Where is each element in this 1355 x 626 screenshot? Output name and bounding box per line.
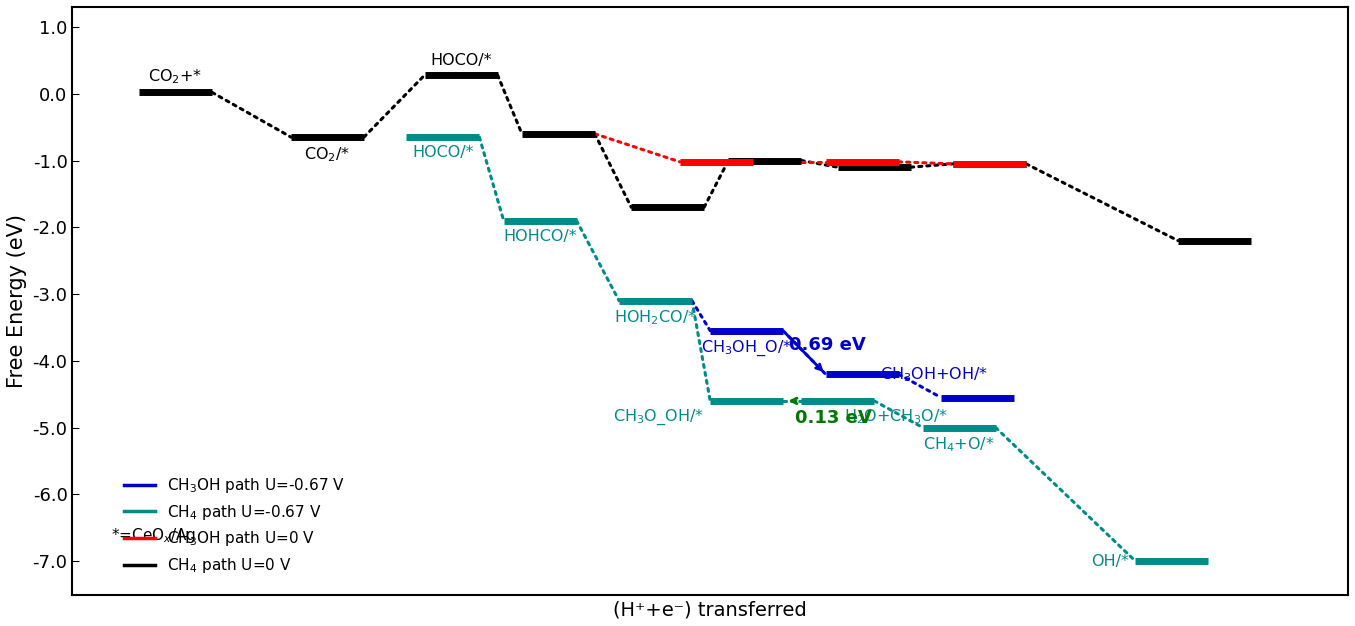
Text: CH$_3$OH+OH/*: CH$_3$OH+OH/* <box>881 365 989 384</box>
Legend: CH$_3$OH path U=-0.67 V, CH$_4$ path U=-0.67 V, CH$_3$OH path U=0 V, CH$_4$ path: CH$_3$OH path U=-0.67 V, CH$_4$ path U=-… <box>118 470 351 581</box>
Text: HOCO/*: HOCO/* <box>431 53 492 68</box>
Text: H$_2$O+CH$_3$O/*: H$_2$O+CH$_3$O/* <box>844 408 948 426</box>
Text: HOCO/*: HOCO/* <box>412 145 474 160</box>
Text: HOH$_2$CO/*: HOH$_2$CO/* <box>614 309 696 327</box>
Text: CO$_2$/*: CO$_2$/* <box>305 145 351 164</box>
Text: CO$_2$+*: CO$_2$+* <box>149 67 203 86</box>
Text: 0.69 eV: 0.69 eV <box>789 336 866 354</box>
Y-axis label: Free Energy (eV): Free Energy (eV) <box>7 213 27 387</box>
X-axis label: (H⁺+e⁻) transferred: (H⁺+e⁻) transferred <box>614 600 808 619</box>
Text: *=CeO$_x$/Ag: *=CeO$_x$/Ag <box>111 526 196 545</box>
Text: 0.13 eV: 0.13 eV <box>795 409 873 427</box>
Text: OH/*: OH/* <box>1092 553 1129 568</box>
Text: CH$_3$OH_O/*: CH$_3$OH_O/* <box>701 339 793 358</box>
Text: HOHCO/*: HOHCO/* <box>503 228 577 244</box>
Text: CH$_4$+O/*: CH$_4$+O/* <box>923 436 995 454</box>
Text: CH$_3$O_OH/*: CH$_3$O_OH/* <box>612 408 705 427</box>
